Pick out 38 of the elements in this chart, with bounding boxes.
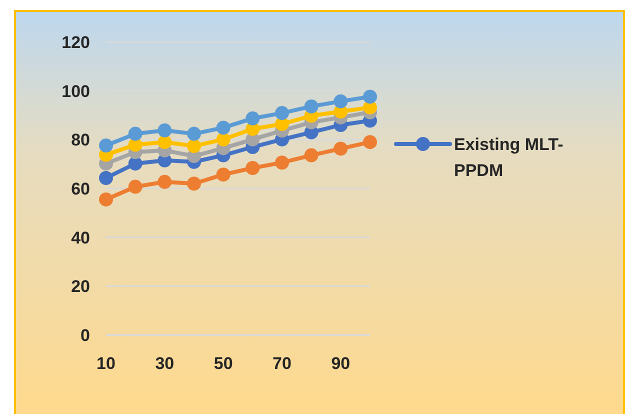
y-tick-label: 80 — [71, 130, 90, 150]
point — [128, 180, 142, 194]
point — [216, 120, 230, 135]
point — [216, 132, 230, 146]
point — [187, 126, 201, 141]
point — [246, 160, 260, 175]
point — [99, 171, 113, 185]
y-tick-label: 20 — [71, 277, 90, 296]
point — [246, 111, 260, 126]
legend-label: Existing MLT-PPDM — [454, 134, 564, 182]
point — [128, 126, 142, 141]
point — [158, 123, 172, 138]
x-tick-label: 70 — [272, 354, 292, 374]
point — [187, 176, 201, 191]
y-tick-label: 40 — [71, 228, 90, 248]
point — [275, 156, 289, 170]
y-tick-label: 100 — [62, 82, 90, 101]
point — [128, 156, 142, 171]
point — [99, 138, 113, 153]
point — [158, 174, 172, 189]
y-tick-label: 60 — [71, 180, 90, 199]
point — [363, 90, 377, 104]
point — [216, 168, 230, 182]
point — [363, 135, 377, 150]
y-tick-label: 0 — [80, 326, 90, 346]
point — [304, 148, 318, 162]
x-tick-label: 50 — [214, 354, 233, 374]
point — [334, 94, 348, 108]
point — [304, 99, 318, 114]
x-tick-label: 90 — [331, 354, 350, 374]
x-tick-label: 10 — [96, 354, 116, 374]
point — [187, 139, 201, 154]
point — [334, 142, 348, 156]
point — [275, 106, 289, 120]
x-tick-label: 30 — [155, 354, 174, 374]
point — [99, 192, 113, 206]
y-tick-label: 120 — [62, 33, 90, 52]
point — [158, 135, 172, 150]
